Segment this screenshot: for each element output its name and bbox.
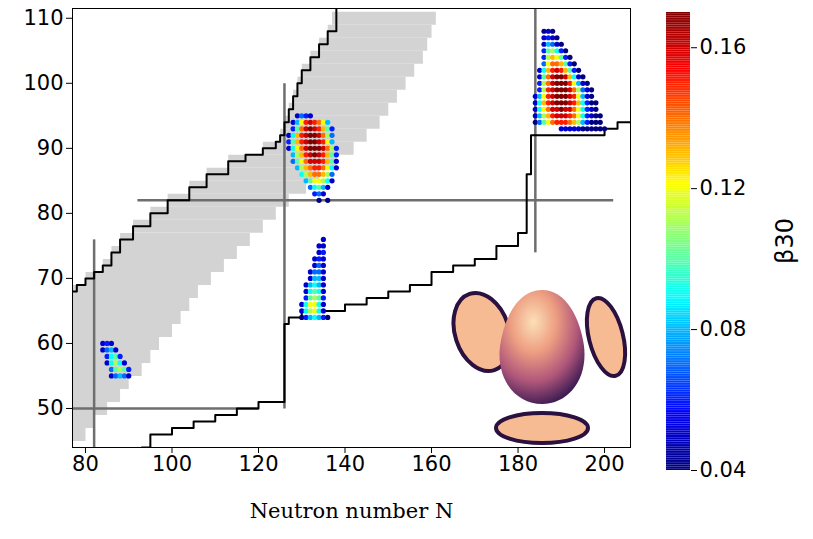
svg-text:0.04: 0.04 — [700, 458, 747, 482]
svg-text:140: 140 — [325, 452, 365, 476]
svg-text:110: 110 — [23, 6, 63, 30]
svg-text:0.12: 0.12 — [700, 176, 747, 200]
svg-text:60: 60 — [37, 331, 64, 355]
svg-text:180: 180 — [498, 452, 538, 476]
svg-text:160: 160 — [411, 452, 451, 476]
svg-text:100: 100 — [152, 452, 192, 476]
svg-text:β30: β30 — [771, 218, 799, 264]
svg-text:200: 200 — [584, 452, 624, 476]
svg-text:70: 70 — [37, 266, 64, 290]
svg-text:90: 90 — [37, 136, 64, 160]
svg-text:80: 80 — [37, 201, 64, 225]
svg-text:0.16: 0.16 — [700, 35, 747, 59]
svg-text:120: 120 — [238, 452, 278, 476]
svg-text:50: 50 — [37, 396, 64, 420]
svg-text:0.08: 0.08 — [700, 317, 747, 341]
svg-text:80: 80 — [72, 452, 99, 476]
svg-text:Neutron number N: Neutron number N — [250, 499, 454, 523]
svg-text:100: 100 — [23, 71, 63, 95]
